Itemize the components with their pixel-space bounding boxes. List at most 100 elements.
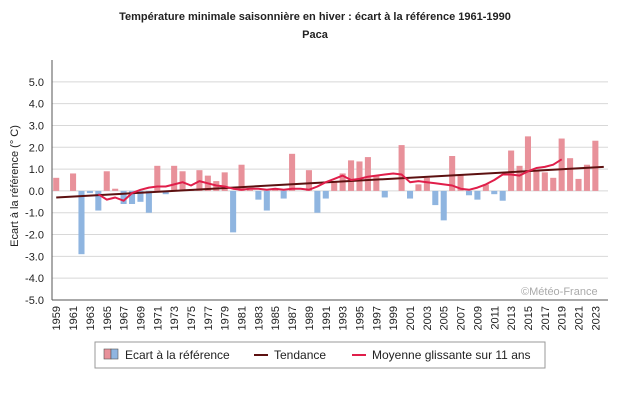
bar: [457, 174, 464, 191]
x-tick-label: 1985: [270, 306, 282, 330]
bar: [575, 178, 582, 191]
line-series: [56, 158, 604, 202]
bar: [449, 156, 456, 191]
bar: [255, 190, 262, 200]
y-tick-labels: 5.0 4.0 3.0 2.0 1.0 0.0 -1.0 -2.0 -3.0 -4.0 -5.0: [25, 77, 44, 307]
bar: [230, 190, 237, 233]
x-tick-label: 1995: [355, 306, 367, 330]
bar: [145, 190, 152, 213]
bar: [120, 190, 127, 204]
bar: [171, 165, 178, 191]
y-tick-label: -5.0: [25, 295, 44, 307]
bar: [423, 177, 430, 191]
x-tick-label: 1967: [119, 306, 131, 330]
bar: [70, 173, 77, 191]
y-tick-label: 0.0: [29, 186, 44, 198]
bar: [356, 161, 363, 191]
bar: [154, 165, 161, 191]
x-tick-labels: 1959 1961 1963 1965 1967 1969 1971 1973 1975 1977…: [51, 306, 602, 330]
x-tick-label: 2013: [506, 306, 518, 330]
x-tick-label: 1973: [169, 306, 181, 330]
y-tick-label: -4.0: [25, 273, 44, 285]
bar: [137, 190, 144, 202]
bar: [364, 157, 371, 191]
legend-label-bars: Ecart à la référence: [125, 348, 230, 362]
x-tick-label: 2003: [422, 306, 434, 330]
y-axis-label: Ecart à la référence (° C): [9, 125, 21, 247]
y-tick-label: -3.0: [25, 251, 44, 263]
bar: [179, 171, 186, 191]
bar: [162, 190, 169, 195]
x-tick-label: 2017: [540, 306, 552, 330]
bar: [322, 190, 329, 199]
x-tick-label: 1977: [203, 306, 215, 330]
x-tick-label: 1965: [102, 306, 114, 330]
watermark: ©Météo-France: [521, 286, 598, 298]
chart-title: Température minimale saisonnière en hive…: [119, 11, 511, 23]
bar: [238, 164, 245, 191]
x-tick-label: 1989: [304, 306, 316, 330]
legend-label-trend: Tendance: [274, 348, 326, 362]
trend-line: [56, 165, 604, 199]
x-tick-label: 2021: [574, 306, 586, 330]
bar: [592, 140, 599, 191]
y-tick-label: -1.0: [25, 208, 44, 220]
x-tick-label: 2001: [405, 306, 417, 330]
bar: [524, 136, 532, 191]
x-tick-label: 1979: [220, 306, 232, 330]
bar: [499, 190, 506, 201]
bar: [482, 184, 489, 191]
bar: [221, 172, 228, 191]
y-tick-label: 1.0: [29, 164, 44, 176]
x-tick-label: 1993: [338, 306, 350, 330]
legend-swatch-negative: [110, 348, 119, 360]
x-tick-label: 1961: [68, 306, 80, 330]
x-tick-label: 1959: [51, 306, 63, 330]
chart-subtitle: Paca: [302, 29, 329, 41]
bar: [128, 190, 136, 204]
x-tick-label: 1981: [237, 306, 249, 330]
y-tick-label: 2.0: [29, 142, 44, 154]
bar: [583, 164, 590, 191]
bar: [415, 184, 422, 191]
bar: [406, 190, 414, 199]
bar: [533, 170, 540, 191]
bar: [550, 177, 557, 191]
bar: [516, 165, 523, 191]
bar: [112, 188, 119, 191]
bar: [465, 190, 473, 196]
legend-label-moving-average: Moyenne glissante sur 11 ans: [372, 348, 531, 362]
x-tick-label: 1991: [321, 306, 333, 330]
bar: [280, 190, 287, 199]
bar: [86, 190, 93, 194]
y-tick-label: 5.0: [29, 77, 44, 89]
x-tick-label: 1971: [152, 306, 164, 330]
bar: [246, 189, 254, 191]
x-tick-label: 1987: [287, 306, 299, 330]
legend-swatch-positive: [103, 348, 112, 360]
bar: [289, 153, 296, 191]
bar: [474, 190, 481, 200]
bar-series: [53, 136, 599, 255]
x-tick-label: 2011: [489, 306, 501, 330]
x-tick-label: 1963: [85, 306, 97, 330]
bar: [381, 190, 388, 198]
bar: [491, 190, 498, 195]
x-tick-label: 1997: [371, 306, 383, 330]
bar: [373, 175, 380, 191]
legend-box: [94, 341, 546, 369]
bar: [508, 150, 515, 191]
x-tick-label: 1975: [186, 306, 198, 330]
x-tick-label: 2007: [456, 306, 468, 330]
x-tick-label: 1999: [388, 306, 400, 330]
bar: [331, 182, 338, 191]
bar: [272, 188, 279, 191]
bar: [541, 172, 548, 191]
bar: [95, 190, 102, 211]
x-tick-label: 1983: [253, 306, 265, 330]
bar: [440, 190, 447, 221]
bar: [263, 190, 270, 211]
x-tick-label: 2023: [590, 306, 602, 330]
axes: [51, 60, 608, 301]
